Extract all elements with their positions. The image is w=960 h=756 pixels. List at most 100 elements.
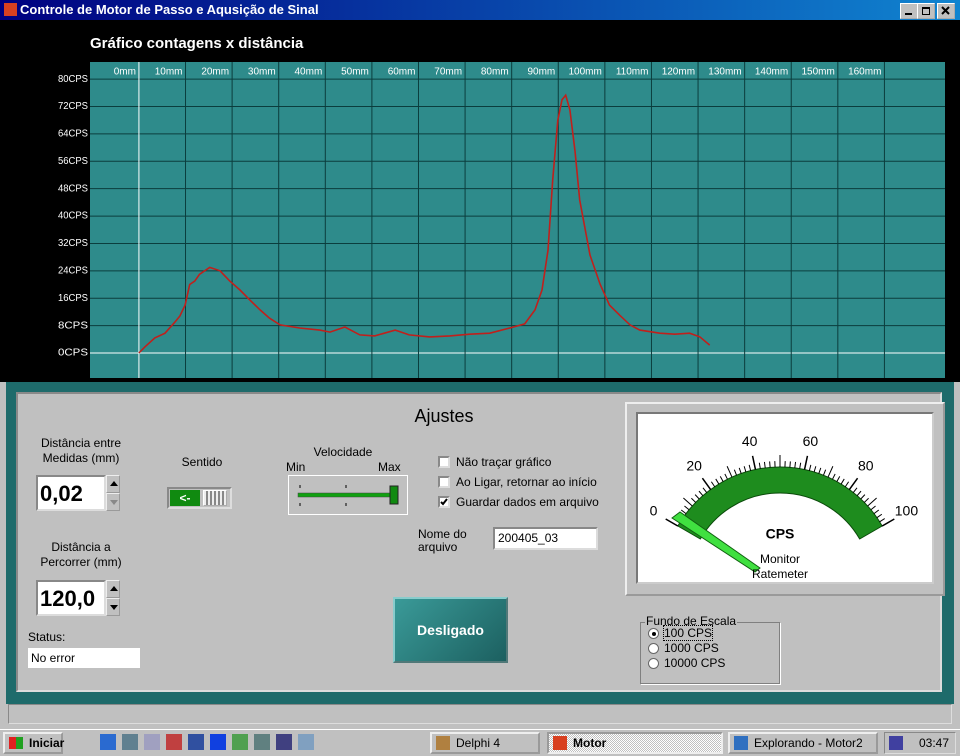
close-button[interactable] <box>937 3 955 19</box>
checkbox-label: Não traçar gráfico <box>456 455 551 469</box>
speed-slider[interactable] <box>288 475 408 515</box>
clock: 03:47 <box>919 736 949 750</box>
spin-down[interactable] <box>106 493 120 511</box>
meter-minor-tick <box>828 466 833 477</box>
x-tick-label: 100mm <box>569 67 602 78</box>
taskbar: Iniciar Delphi 4 Motor Explorando - Moto… <box>0 729 960 756</box>
settings-title: Ajustes <box>400 406 488 427</box>
start-button[interactable]: Iniciar <box>3 732 63 754</box>
checkbox[interactable] <box>438 496 450 508</box>
x-tick-label: 30mm <box>248 67 276 78</box>
meter-minor-tick <box>845 482 848 487</box>
task-button[interactable]: Explorando - Motor2 <box>728 732 878 754</box>
radio-label: 100 CPS <box>664 626 712 640</box>
power-button[interactable]: Desligado <box>393 597 508 663</box>
meter-minor-tick <box>739 468 741 474</box>
direction-label: Sentido <box>170 455 234 470</box>
meter-minor-tick <box>874 510 879 514</box>
chart: Gráfico contagens x distância 0CPS8CPS16… <box>0 20 960 382</box>
meter-tick <box>805 456 808 470</box>
meter-minor-tick <box>819 468 821 474</box>
meter-minor-tick <box>734 470 736 476</box>
status-bar <box>8 704 952 724</box>
step-input[interactable]: 0,02 <box>36 475 106 511</box>
meter-minor-tick <box>800 463 801 469</box>
meter-minor-tick <box>749 465 750 471</box>
maximize-button[interactable] <box>917 3 935 19</box>
meter-minor-tick <box>868 498 877 506</box>
meter-minor-tick <box>725 474 728 479</box>
x-tick-label: 140mm <box>755 67 788 78</box>
meter-minor-tick <box>857 491 861 496</box>
meter-minor-tick <box>809 465 810 471</box>
app-icon <box>4 3 17 16</box>
y-tick-label: 80CPS <box>58 74 88 85</box>
x-tick-label: 60mm <box>388 67 416 78</box>
meter-minor-tick <box>823 470 825 476</box>
meter-minor-tick <box>853 488 857 493</box>
file-input[interactable]: 200405_03 <box>493 527 598 550</box>
spin-up[interactable] <box>106 475 120 493</box>
spin-down[interactable] <box>106 598 120 616</box>
x-tick-label: 160mm <box>848 67 881 78</box>
meter-scale-label: 80 <box>858 458 874 474</box>
meter-minor-tick <box>711 482 714 487</box>
direction-toggle[interactable]: <- <box>167 487 232 509</box>
meter-scale-label: 20 <box>686 458 702 474</box>
x-tick-label: 120mm <box>662 67 695 78</box>
meter-minor-tick <box>832 474 835 479</box>
y-tick-label: 72CPS <box>58 101 88 112</box>
meter-tick <box>849 478 857 489</box>
radio[interactable] <box>648 658 659 669</box>
tray: 03:47 <box>884 732 956 754</box>
meter-minor-tick <box>720 476 723 481</box>
checkbox-label: Ao Ligar, retornar ao início <box>456 475 597 489</box>
y-tick-label: 24CPS <box>58 265 88 276</box>
meter-minor-tick <box>841 479 844 484</box>
task-button-active[interactable]: Motor <box>547 732 723 754</box>
meter-minor-tick <box>699 491 703 496</box>
x-tick-label: 10mm <box>155 67 183 78</box>
y-tick-label: 32CPS <box>58 238 88 249</box>
checkbox[interactable] <box>438 456 450 468</box>
chart-title: Gráfico contagens x distância <box>90 35 304 52</box>
meter-minor-tick <box>880 519 885 522</box>
meter-minor-tick <box>770 461 771 467</box>
checkbox[interactable] <box>438 476 450 488</box>
status-label: Status: <box>28 630 65 644</box>
y-tick-label: 64CPS <box>58 129 88 140</box>
x-tick-label: 90mm <box>527 67 555 78</box>
meter-minor-tick <box>716 479 719 484</box>
checkbox-label: Guardar dados em arquivo <box>456 495 599 509</box>
meter-minor-tick <box>703 488 707 493</box>
radio[interactable] <box>648 643 659 654</box>
meter-tick <box>753 456 756 470</box>
travel-input[interactable]: 120,0 <box>36 580 106 616</box>
spin-up[interactable] <box>106 580 120 598</box>
meter-scale-label: 0 <box>650 503 658 519</box>
x-tick-label: 150mm <box>801 67 834 78</box>
y-tick-label: 8CPS <box>58 320 88 331</box>
y-tick-label: 48CPS <box>58 183 88 194</box>
minimize-button[interactable] <box>900 3 918 19</box>
y-tick-label: 16CPS <box>58 293 88 304</box>
radio[interactable] <box>648 628 659 639</box>
x-tick-label: 0mm <box>114 67 136 78</box>
meter-unit: CPS <box>766 526 795 542</box>
plot-area <box>90 62 945 378</box>
meter-minor-tick <box>691 498 695 502</box>
meter-minor-tick <box>744 466 746 472</box>
task-button[interactable]: Delphi 4 <box>430 732 540 754</box>
x-tick-label: 130mm <box>708 67 741 78</box>
meter-minor-tick <box>759 463 760 469</box>
title-bar: Controle de Motor de Passo e Aqusição de… <box>0 0 960 20</box>
meter-minor-tick <box>795 462 796 468</box>
meter-minor-tick <box>790 461 791 467</box>
window-title: Controle de Motor de Passo e Aqusição de… <box>20 2 319 17</box>
meter-minor-tick <box>695 495 699 499</box>
status-value: No error <box>28 648 140 668</box>
meter-tick <box>702 478 710 489</box>
x-tick-label: 70mm <box>434 67 462 78</box>
